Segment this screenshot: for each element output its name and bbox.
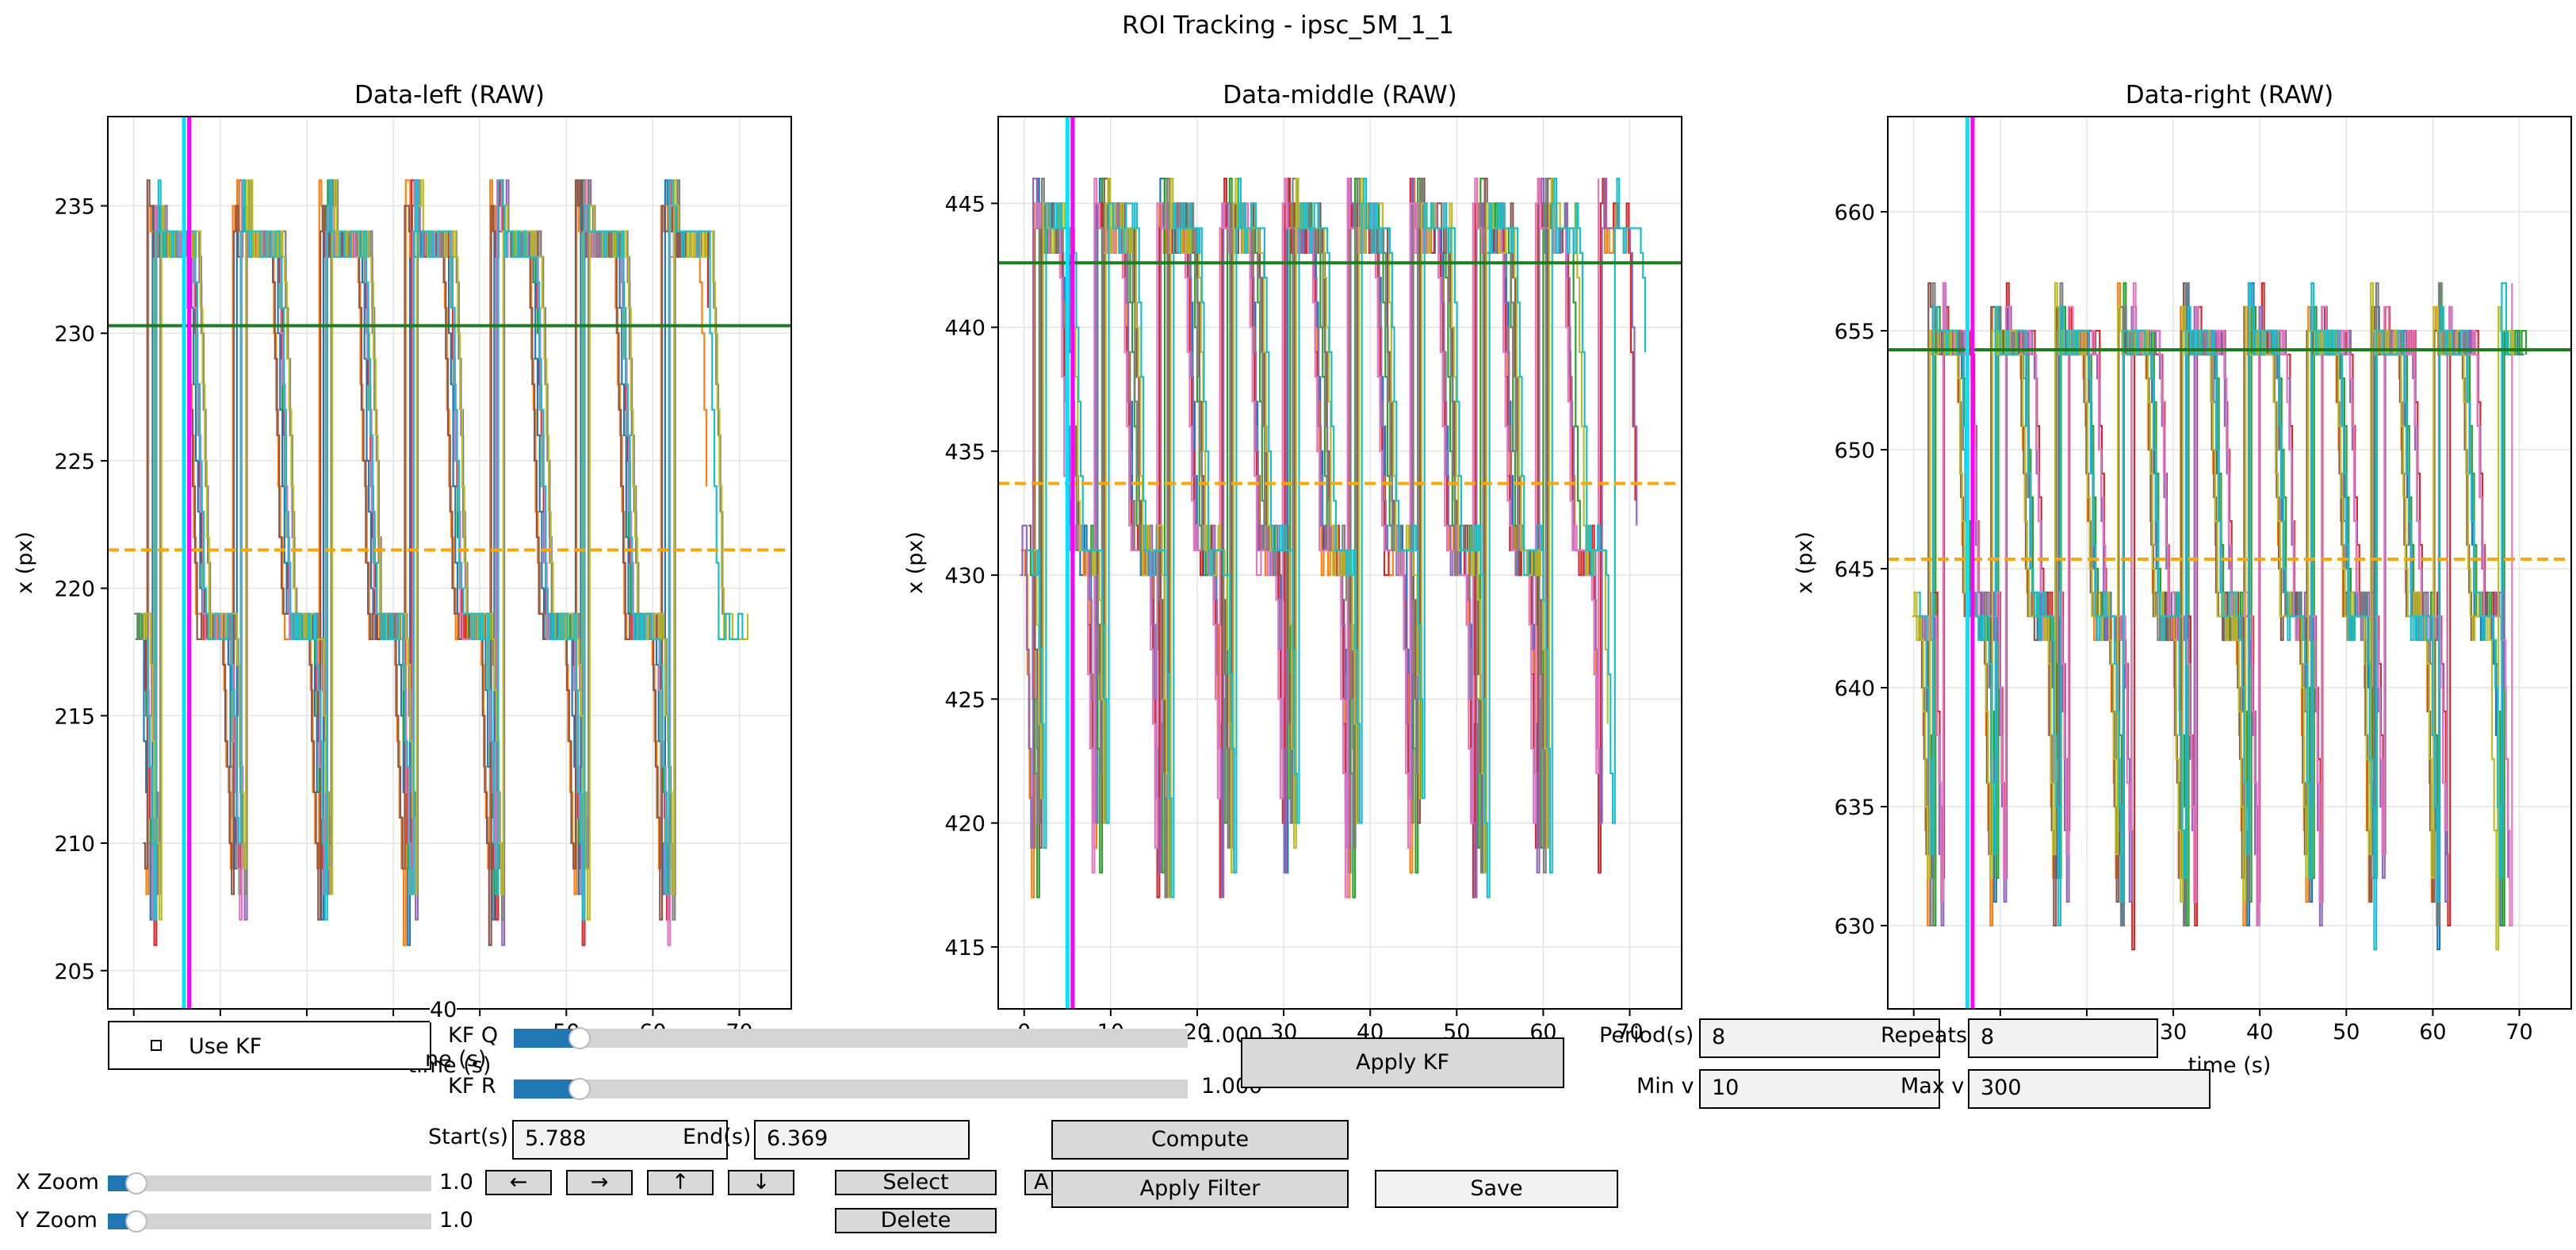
y-tick-label: 430 [944, 564, 986, 589]
x-tick-label: 20 [1184, 1020, 1211, 1045]
y-zoom-slider-handle[interactable] [125, 1210, 147, 1233]
y-tick-label: 640 [1834, 677, 1875, 701]
kf-q-slider-handle[interactable] [568, 1027, 591, 1049]
y-tick-label: 630 [1834, 914, 1875, 939]
x-zoom-slider-track[interactable] [108, 1175, 431, 1191]
use-kf-checkbox[interactable]: Use KF [108, 1021, 431, 1070]
y-tick-label: 425 [944, 688, 986, 712]
y-tick-label: 635 [1834, 796, 1875, 820]
y-tick-label: 440 [944, 316, 986, 341]
axes-data-left: 010203040506070205210215220225230235Data… [13, 81, 792, 1078]
repeats-input[interactable]: 8 [1968, 1018, 2158, 1058]
max-v-label: Max v [1900, 1074, 1965, 1099]
y-zoom-slider-track[interactable] [108, 1214, 431, 1229]
y-tick-label: 645 [1834, 558, 1875, 582]
x-zoom-value: 1.0 [439, 1170, 473, 1194]
max-v-input[interactable]: 300 [1968, 1069, 2210, 1109]
y-tick-label: 420 [944, 812, 986, 837]
apply-filter-button[interactable]: Apply Filter [1051, 1170, 1349, 1208]
x-tick-label: 30 [2160, 1020, 2187, 1045]
x-zoom-label: X Zoom [16, 1170, 99, 1194]
y-axis-label: x (px) [1793, 531, 1817, 594]
y-tick-label: 445 [944, 192, 986, 217]
use-kf-label: Use KF [189, 1034, 262, 1059]
pan-right-button[interactable]: → [566, 1170, 633, 1195]
y-zoom-value: 1.0 [439, 1208, 473, 1233]
period-input[interactable]: 8 [1699, 1018, 1940, 1058]
axes-data-right: 010203040506070630635640645650655660Data… [1793, 81, 2572, 1078]
axes-data-middle: 010203040506070415420425430435440445Data… [903, 81, 1682, 1078]
apply-kf-button[interactable]: Apply KF [1241, 1037, 1564, 1088]
y-zoom-label: Y Zoom [16, 1208, 98, 1233]
y-tick-label: 225 [54, 450, 95, 474]
pan-left-button[interactable]: ← [485, 1170, 552, 1195]
save-button[interactable]: Save [1375, 1170, 1618, 1208]
left-xlabel-overlap: ne (s) [425, 1047, 487, 1072]
kf-r-slider-handle[interactable] [568, 1078, 591, 1100]
axes-title: Data-right (RAW) [2126, 81, 2334, 109]
kf-q-slider-track[interactable] [514, 1029, 1188, 1048]
trace-line [1917, 282, 2509, 951]
min-v-label: Min v [1636, 1074, 1694, 1099]
y-tick-label: 415 [944, 936, 986, 961]
use-kf-checkbox-square[interactable] [151, 1040, 162, 1051]
kf-r-label: KF R [448, 1074, 496, 1099]
traces-group [1020, 178, 1647, 899]
kf-r-slider-track[interactable] [514, 1079, 1188, 1099]
y-tick-label: 210 [54, 832, 95, 857]
x-tick-label: 40 [2246, 1020, 2273, 1045]
trace-line [1026, 178, 1647, 899]
period-label: Period(s) [1599, 1023, 1694, 1048]
x-zoom-slider-handle[interactable] [125, 1172, 147, 1194]
x-tick-label: 70 [1616, 1020, 1643, 1045]
kf-q-label: KF Q [448, 1023, 499, 1048]
compute-button[interactable]: Compute [1051, 1120, 1349, 1160]
axes-frame [997, 116, 1682, 1010]
figure-title: ROI Tracking - ipsc_5M_1_1 [1122, 11, 1454, 40]
y-axis-label: x (px) [13, 531, 37, 594]
end-label: End(s) [683, 1125, 752, 1149]
y-tick-label: 435 [944, 440, 986, 465]
axes-title: Data-middle (RAW) [1223, 81, 1457, 109]
traces-group [1912, 282, 2528, 951]
x-tick-label: 60 [2419, 1020, 2446, 1045]
x-tick-label: 70 [2505, 1020, 2532, 1045]
y-tick-label: 655 [1834, 320, 1875, 344]
y-tick-label: 660 [1834, 201, 1875, 225]
repeats-label: Repeats [1881, 1023, 1968, 1048]
y-tick-label: 650 [1834, 439, 1875, 463]
end-input[interactable]: 6.369 [754, 1120, 970, 1160]
start-label: Start(s) [428, 1125, 509, 1149]
left-xtick-40-overlap: 40 [430, 998, 457, 1022]
trace-line [145, 179, 744, 921]
pan-down-button[interactable]: ↓ [728, 1170, 794, 1195]
axes-title: Data-left (RAW) [354, 81, 545, 109]
y-tick-label: 205 [54, 960, 95, 984]
x-tick-label: 50 [2333, 1020, 2360, 1045]
y-tick-label: 235 [54, 195, 95, 220]
delete-button[interactable]: Delete [835, 1208, 997, 1233]
axes-frame [1887, 116, 2572, 1010]
y-tick-label: 220 [54, 577, 95, 602]
min-v-input[interactable]: 10 [1699, 1069, 1940, 1109]
trace-line [1912, 282, 2515, 951]
start-input[interactable]: 5.788 [512, 1120, 728, 1160]
trace-line [147, 179, 673, 946]
y-tick-label: 230 [54, 322, 95, 347]
traces-group [134, 179, 749, 946]
y-tick-label: 215 [54, 704, 95, 729]
y-axis-label: x (px) [903, 531, 928, 594]
pan-up-button[interactable]: ↑ [647, 1170, 714, 1195]
select-button[interactable]: Select [835, 1170, 997, 1195]
